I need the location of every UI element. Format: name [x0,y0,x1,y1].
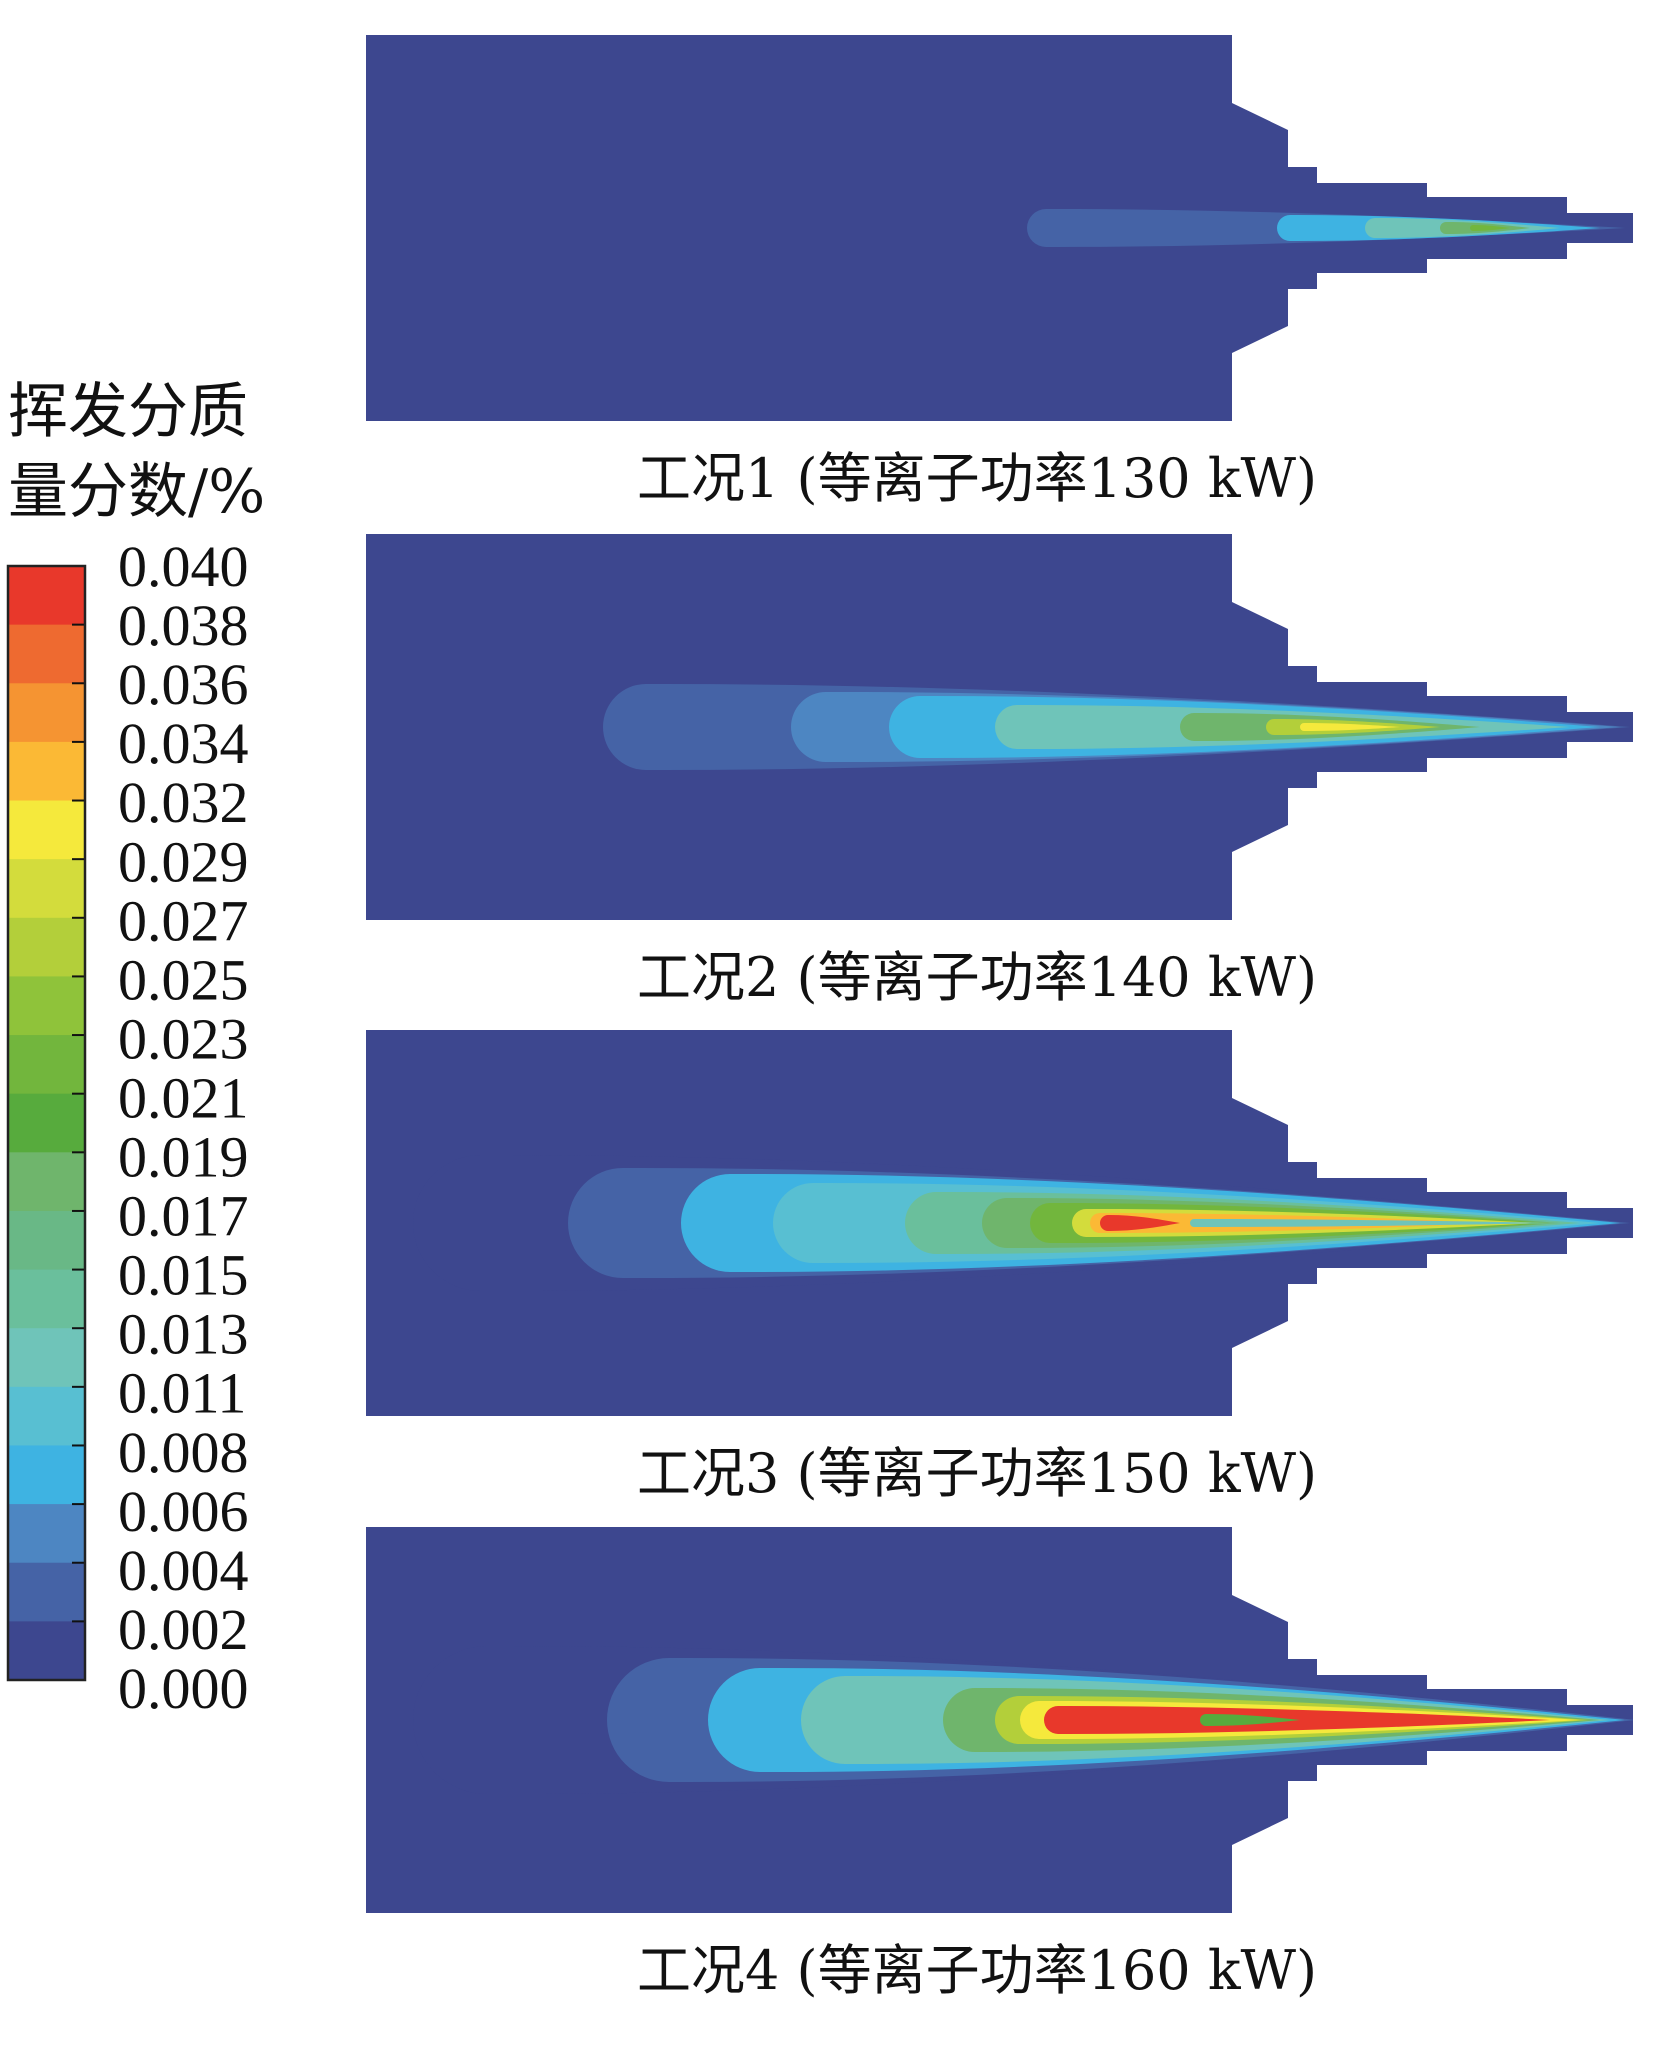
colorbar-band [8,1386,85,1446]
combustor-domain [366,35,1633,421]
panel-caption: 工况4 (等离子功率160 kW) [637,1939,1317,2002]
colorbar-band [8,859,85,919]
contour-level-region [1100,1214,1180,1232]
panel-caption: 工况2 (等离子功率140 kW) [637,946,1317,1009]
colorbar-tick-label: 0.008 [118,1420,249,1485]
colorbar-tick-label: 0.011 [118,1361,246,1426]
colorbar-band [8,917,85,977]
panel-caption: 工况1 (等离子功率130 kW) [637,447,1317,510]
contour-panel-1: 工况1 (等离子功率130 kW) [366,35,1633,510]
colorbar-tick-label: 0.002 [118,1597,249,1662]
colorbar-tick-label: 0.017 [118,1184,249,1249]
colorbar-title-line1: 挥发分质 [8,377,248,447]
colorbar-band [8,1210,85,1271]
contour-panel-3: 工况3 (等离子功率150 kW) [366,1030,1633,1505]
colorbar-tick-label: 0.040 [118,534,249,599]
colorbar-tick-label: 0.019 [118,1125,249,1190]
colorbar-legend: 挥发分质 量分数/% 0.0400.0380.0360.0340.0320.02… [6,377,265,1721]
colorbar-tick-label: 0.015 [118,1243,249,1308]
colorbar-band [8,1562,85,1622]
colorbar-tick-label: 0.034 [118,711,249,776]
colorbar-tick-label: 0.036 [118,652,249,717]
colorbar [6,564,87,1682]
colorbar-tick-label: 0.025 [118,947,249,1012]
colorbar-tick-label: 0.027 [118,888,249,953]
colorbar-tick-label: 0.013 [118,1302,249,1367]
colorbar-band [8,1445,85,1505]
colorbar-title-line2: 量分数/% [8,457,265,527]
colorbar-band [8,1152,85,1212]
colorbar-band [8,1269,85,1329]
colorbar-tick-labels: 0.0400.0380.0360.0340.0320.0290.0270.025… [118,534,249,1721]
colorbar-band [8,1328,85,1388]
colorbar-band [8,1035,85,1095]
colorbar-tick-label: 0.021 [118,1065,249,1130]
colorbar-band [8,1621,85,1681]
colorbar-band [8,800,85,860]
contour-level-region [1190,1218,1560,1228]
volatile-plume [413,1645,1633,1795]
colorbar-tick-label: 0.023 [118,1006,249,1071]
colorbar-tick-label: 0.000 [118,1656,249,1721]
colorbar-band [8,741,85,802]
colorbar-tick-label: 0.029 [118,829,249,894]
colorbar-band [8,683,85,743]
colorbar-tick-label: 0.032 [118,770,249,835]
contour-panel-2: 工况2 (等离子功率140 kW) [366,534,1633,1009]
panel-caption: 工况3 (等离子功率150 kW) [637,1442,1317,1505]
colorbar-tick-label: 0.038 [118,593,249,658]
contour-level-region [1300,722,1400,732]
volatile-plume [603,683,1630,771]
colorbar-tick-label: 0.004 [118,1538,249,1603]
contour-panels: 工况1 (等离子功率130 kW) 工况2 (等离子功率140 kW) 工况3 (等… [366,35,1633,2002]
colorbar-band [8,976,85,1036]
volatile-plume [1027,208,1625,248]
contour-level-region [1200,1713,1300,1727]
colorbar-frame [6,564,87,1682]
colorbar-band [8,624,85,684]
contour-panel-4: 工况4 (等离子功率160 kW) [366,1527,1633,2002]
volatile-plume [413,1154,1633,1292]
contour-level-region [1470,224,1510,232]
colorbar-band [8,1504,85,1564]
colorbar-band [8,1093,85,1153]
colorbar-tick-label: 0.006 [118,1479,249,1544]
colorbar-band [8,566,85,626]
